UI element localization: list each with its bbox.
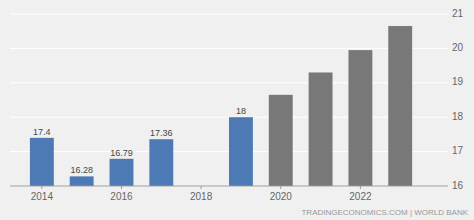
data-label: 17.36: [150, 128, 173, 138]
y-tick-label: 19: [452, 76, 464, 87]
background: [0, 0, 474, 220]
y-tick-label: 20: [452, 42, 464, 53]
grid-line: [10, 186, 448, 187]
x-tick-label: 2020: [270, 191, 293, 202]
x-tick-label: 2018: [190, 191, 213, 202]
chart: 16 17 18 19 20 21 17.4 16.28 16.79 17.36 18 2014 201…: [0, 0, 474, 220]
x-tick-label: 2022: [349, 191, 372, 202]
bar: [30, 138, 54, 186]
x-tick: [201, 186, 202, 189]
bar: [110, 159, 134, 186]
x-tick: [360, 186, 361, 189]
bar: [70, 176, 94, 186]
x-tick: [280, 186, 281, 189]
x-tick-label: 2016: [110, 191, 133, 202]
y-tick-label: 18: [452, 111, 464, 122]
chart-container: 16 17 18 19 20 21 17.4 16.28 16.79 17.36 18 2014 201…: [0, 0, 474, 220]
x-axis-line: [10, 186, 448, 187]
grid-line: [10, 48, 448, 49]
bar: [348, 50, 372, 186]
bar: [229, 117, 253, 186]
bar: [309, 72, 333, 186]
bar: [269, 95, 293, 186]
x-tick: [41, 186, 42, 189]
data-label: 16.28: [70, 165, 93, 175]
y-tick-label: 16: [452, 180, 464, 191]
bar: [388, 26, 412, 186]
grid-line: [10, 14, 448, 15]
grid-line: [10, 82, 448, 83]
bar: [149, 139, 173, 186]
data-label: 18: [236, 106, 246, 116]
bars: [30, 26, 412, 186]
x-tick-label: 2014: [31, 191, 54, 202]
y-tick-label: 21: [452, 8, 464, 19]
x-tick: [121, 186, 122, 189]
data-label: 16.79: [110, 148, 133, 158]
source-note: TRADINGECONOMICS.COM | WORLD BANK: [301, 208, 468, 217]
data-label: 17.4: [33, 127, 51, 137]
y-tick-label: 17: [452, 145, 464, 156]
